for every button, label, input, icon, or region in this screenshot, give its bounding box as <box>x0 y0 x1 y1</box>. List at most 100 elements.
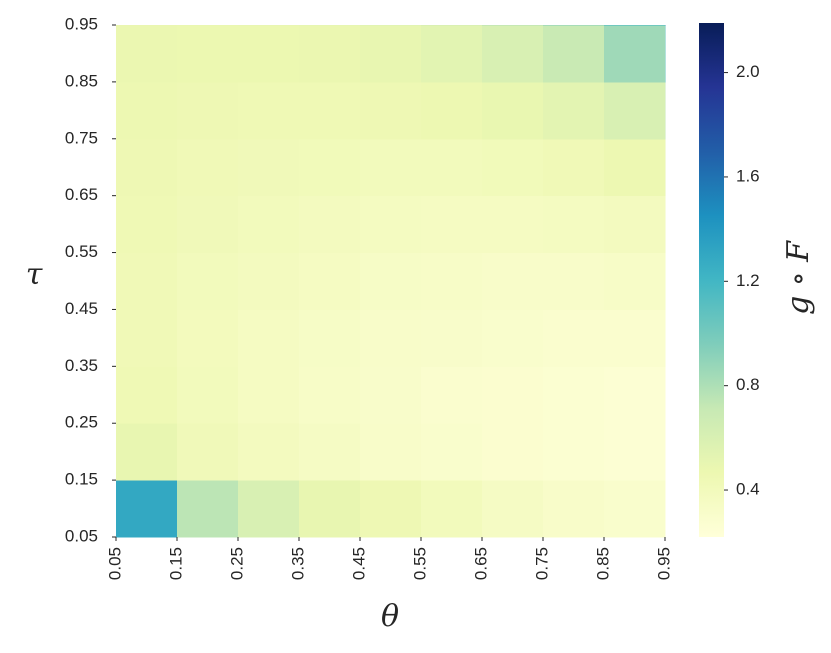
colorbar-tick-label: 2.0 <box>736 62 760 81</box>
y-tick-label: 0.85 <box>65 71 98 90</box>
heatmap-cell <box>543 81 605 140</box>
heatmap-cell <box>299 366 361 424</box>
x-tick-label: 0.75 <box>532 547 551 580</box>
x-axis-label: θ <box>381 599 399 634</box>
heatmap-cell <box>665 25 666 83</box>
heatmap-cell <box>177 81 239 140</box>
x-tick-label: 0.05 <box>105 547 124 580</box>
heatmap-cell <box>665 252 666 310</box>
heatmap-cell <box>177 138 239 197</box>
heatmap-cell <box>421 252 483 310</box>
heatmap-cell <box>665 138 666 197</box>
heatmap-cell <box>238 252 300 310</box>
heatmap-cell <box>482 423 544 481</box>
x-tick-label: 0.35 <box>288 547 307 580</box>
x-tick-label: 0.95 <box>654 547 673 580</box>
heatmap-cell <box>299 423 361 481</box>
heatmap-cell <box>299 480 361 538</box>
heatmap-cell <box>543 366 605 424</box>
heatmap-cell <box>116 252 178 310</box>
heatmap-cell <box>421 25 483 26</box>
heatmap-cell <box>665 423 666 481</box>
heatmap-cell <box>421 480 483 538</box>
heatmap-cell <box>665 25 666 26</box>
heatmap-cell <box>421 423 483 481</box>
heatmap-cell <box>299 138 361 197</box>
heatmap-cell <box>421 25 483 83</box>
y-tick-label: 0.75 <box>65 128 98 147</box>
heatmap-cell <box>482 252 544 310</box>
y-axis-label: τ <box>26 257 43 292</box>
heatmap-cell <box>421 138 483 197</box>
heatmap-cell <box>543 25 605 83</box>
x-tick-label: 0.45 <box>349 547 368 580</box>
heatmap-cell <box>360 138 422 197</box>
heatmap-cell <box>116 25 178 26</box>
heatmap-cell <box>604 25 666 83</box>
y-tick-label: 0.25 <box>65 413 98 432</box>
heatmap-cell <box>116 480 178 538</box>
heatmap-cell <box>116 81 178 140</box>
heatmap-cell <box>299 252 361 310</box>
heatmap-cell <box>482 138 544 197</box>
heatmap-cell <box>238 195 300 254</box>
heatmap-cell <box>543 195 605 254</box>
heatmap-cell <box>421 195 483 254</box>
heatmap-cell <box>604 195 666 254</box>
colorbar-tick-label: 0.8 <box>736 375 760 394</box>
heatmap-cell <box>360 81 422 140</box>
heatmap-cell <box>299 309 361 367</box>
heatmap-cell <box>604 480 666 538</box>
heatmap-cell <box>177 423 239 481</box>
y-tick-label: 0.35 <box>65 356 98 375</box>
heatmap-cell <box>116 366 178 424</box>
heatmap-cell <box>360 25 422 26</box>
heatmap-cell <box>360 25 422 83</box>
heatmap-cell <box>177 195 239 254</box>
heatmap-cell <box>177 309 239 367</box>
heatmap-cell <box>238 81 300 140</box>
y-tick-label: 0.65 <box>65 185 98 204</box>
heatmap-cell <box>116 195 178 254</box>
heatmap-cell <box>604 138 666 197</box>
y-tick-label: 0.05 <box>65 526 98 545</box>
heatmap-cell <box>421 309 483 367</box>
heatmap-cell <box>604 366 666 424</box>
heatmap-cell <box>604 309 666 367</box>
heatmap-cell <box>482 81 544 140</box>
heatmap-cell <box>116 423 178 481</box>
heatmap-cell <box>604 423 666 481</box>
heatmap-cell <box>299 195 361 254</box>
heatmap-cell <box>177 252 239 310</box>
heatmap-cell <box>482 25 544 83</box>
heatmap-cell <box>238 25 300 26</box>
heatmap-cell <box>604 25 666 26</box>
heatmap-cell <box>360 423 422 481</box>
heatmap-cell <box>360 366 422 424</box>
heatmap-cell <box>482 480 544 538</box>
heatmap-cell <box>543 252 605 310</box>
heatmap-cell <box>238 366 300 424</box>
heatmap-cell <box>238 423 300 481</box>
heatmap-cell <box>116 25 178 83</box>
heatmap-cell <box>238 480 300 538</box>
y-tick-label: 0.95 <box>65 14 98 33</box>
x-tick-label: 0.65 <box>471 547 490 580</box>
heatmap-cell <box>543 423 605 481</box>
x-tick-label: 0.85 <box>593 547 612 580</box>
heatmap-cell <box>665 195 666 254</box>
heatmap-cell <box>116 309 178 367</box>
heatmap-cell <box>665 81 666 140</box>
heatmap-cell <box>177 25 239 83</box>
colorbar-tick-label: 1.2 <box>736 271 760 290</box>
heatmap-cell <box>665 366 666 424</box>
heatmap-cell <box>238 138 300 197</box>
heatmap-cell <box>116 138 178 197</box>
heatmap-cell <box>665 480 666 538</box>
heatmap-cell <box>177 25 239 26</box>
colorbar-tick-label: 1.6 <box>736 166 760 185</box>
heatmap-cell <box>177 366 239 424</box>
y-tick-label: 0.15 <box>65 470 98 489</box>
heatmap-cell <box>482 25 544 26</box>
